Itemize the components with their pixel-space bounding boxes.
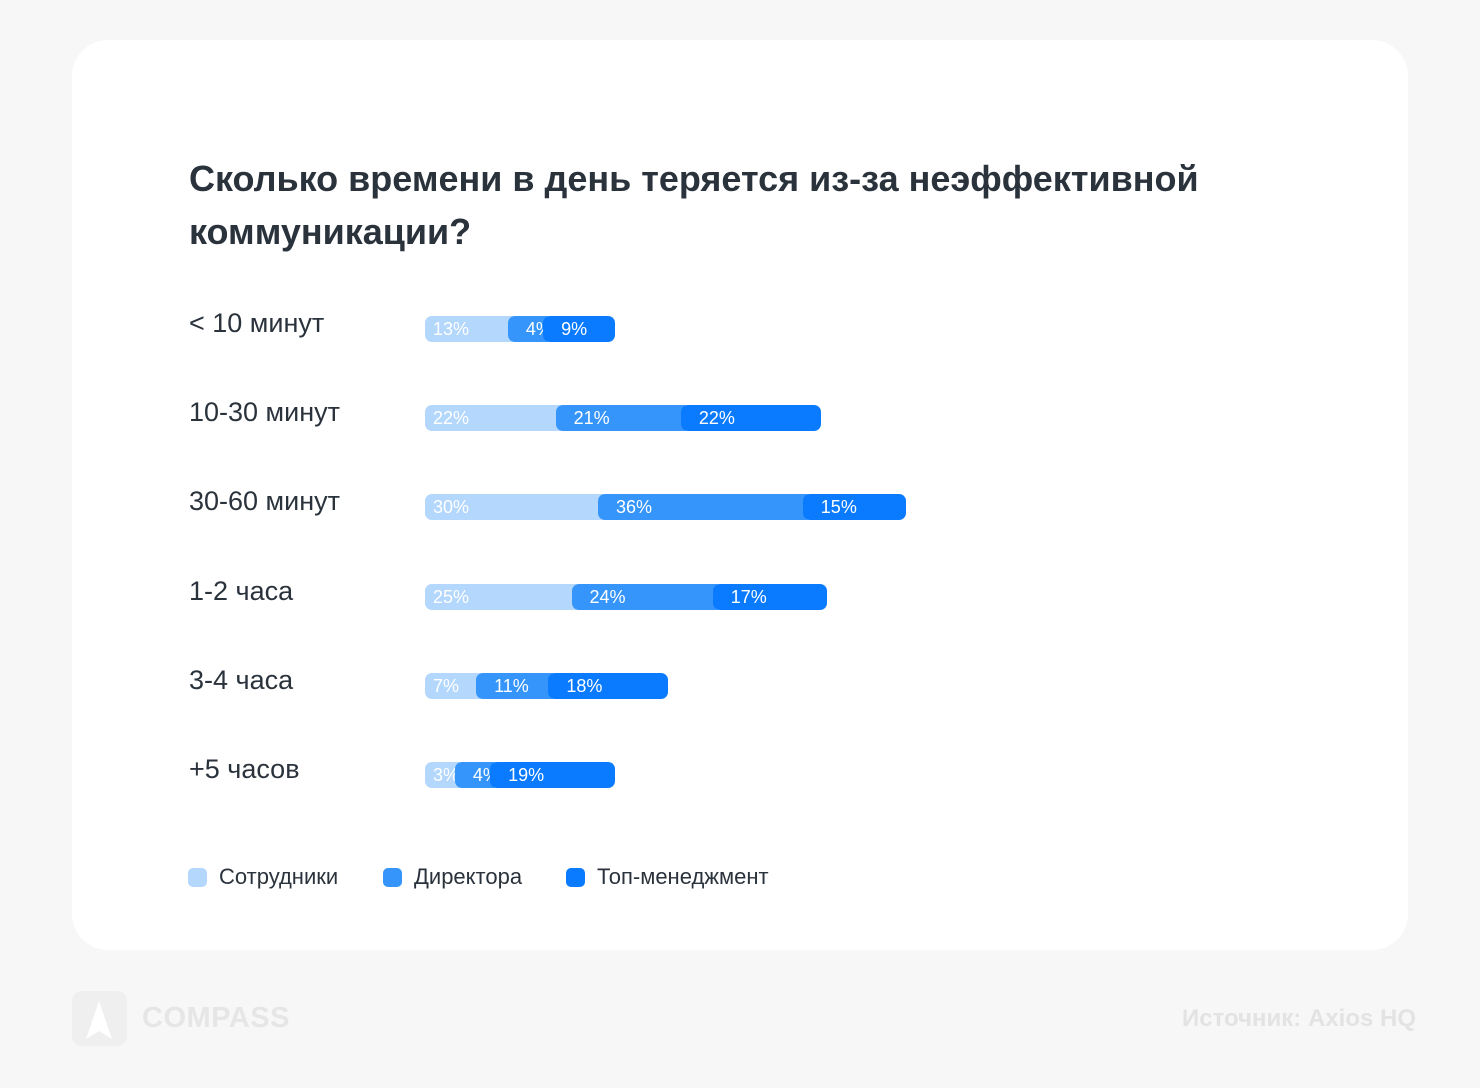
bar-segment-Директора: 36% — [598, 494, 813, 521]
bar-segment-Сотрудники: 7% — [425, 672, 487, 699]
category-label: 1-2 часа — [189, 575, 294, 606]
bar-segment-Топ-менеджмент: 19% — [490, 762, 615, 788]
bar-segment-Директора: 21% — [555, 405, 691, 432]
category-label: +5 часов — [189, 754, 300, 784]
bar-segment-Топ-менеджмент: 15% — [802, 494, 907, 521]
bar-segment-Сотрудники: 25% — [425, 583, 582, 610]
legend-label: Сотрудники — [219, 864, 339, 889]
category-label: 30-60 минут — [189, 486, 340, 517]
chart-title: Сколько времени в день теряется из-за не… — [189, 158, 1199, 252]
legend-item: Директора — [383, 864, 522, 890]
bar-segment-Сотрудники: 30% — [425, 494, 608, 521]
bar-segment-Директора: 11% — [476, 672, 559, 699]
bar-segment-Топ-менеджмент: 18% — [548, 672, 668, 699]
legend-label: Топ-менеджмент — [597, 864, 769, 889]
legend-item: Сотрудники — [188, 864, 338, 890]
legend-swatch — [383, 867, 402, 887]
bar-segment-Топ-менеджмент: 9% — [543, 316, 615, 342]
legend-swatch — [188, 867, 207, 887]
category-label: < 10 минут — [189, 308, 325, 338]
legend-label: Директора — [414, 864, 523, 889]
bar-segment-Сотрудники: 22% — [425, 405, 566, 432]
category-label: 10-30 минут — [189, 397, 340, 428]
legend-item: Топ-менеджмент — [566, 864, 769, 890]
bar-segment-Сотрудники: 13% — [425, 316, 518, 342]
category-label: 3-4 часа — [189, 664, 294, 695]
bar-segment-Топ-менеджмент: 22% — [680, 405, 822, 432]
brand-name: COMPASS — [142, 1002, 290, 1034]
compass-logo-icon — [72, 991, 127, 1046]
bar-segment-Директора: 24% — [571, 583, 723, 610]
source-note: Источник: Axios HQ — [1182, 1005, 1416, 1032]
bar-segment-Топ-менеджмент: 17% — [712, 583, 827, 610]
legend-swatch — [566, 867, 585, 887]
